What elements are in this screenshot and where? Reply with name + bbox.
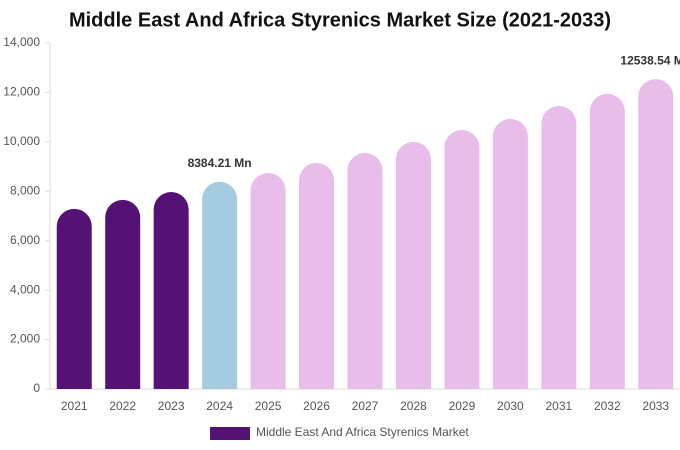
x-tick-label: 2027: [352, 399, 379, 413]
x-tick-label: 2021: [61, 399, 88, 413]
value-label: 8384.21 Mn: [188, 156, 252, 170]
legend-label: Middle East And Africa Styrenics Market: [256, 425, 469, 439]
bar: [444, 129, 480, 389]
y-tick-label: 6,000: [10, 233, 40, 247]
bar: [541, 106, 577, 390]
value-label: 12538.54 Mn: [620, 53, 680, 67]
bar: [56, 208, 92, 389]
bar: [492, 118, 528, 389]
chart-title: Middle East And Africa Styrenics Market …: [69, 9, 611, 31]
bar: [395, 141, 431, 389]
x-tick-label: 2030: [497, 399, 524, 413]
x-tick-label: 2033: [642, 399, 669, 413]
x-tick-label: 2024: [206, 399, 233, 413]
y-tick-label: 0: [33, 381, 40, 395]
x-tick-label: 2026: [303, 399, 330, 413]
x-tick-label: 2032: [594, 399, 621, 413]
bar: [250, 173, 286, 389]
bar: [299, 162, 335, 389]
x-tick-label: 2029: [449, 399, 476, 413]
bar: [202, 181, 238, 389]
x-tick-label: 2025: [255, 399, 282, 413]
y-tick-label: 12,000: [3, 85, 40, 99]
bar: [347, 152, 383, 389]
bar: [638, 79, 674, 389]
y-tick-label: 2,000: [10, 332, 40, 346]
y-tick-label: 10,000: [3, 134, 40, 148]
legend-swatch: [210, 427, 250, 440]
y-tick-label: 14,000: [3, 35, 40, 49]
x-tick-label: 2023: [158, 399, 185, 413]
x-tick-label: 2028: [400, 399, 427, 413]
y-tick-label: 8,000: [10, 183, 40, 197]
x-tick-label: 2031: [545, 399, 572, 413]
x-tick-label: 2022: [109, 399, 136, 413]
bar: [153, 192, 189, 389]
bar: [589, 93, 625, 389]
bar: [105, 199, 141, 389]
y-tick-label: 4,000: [10, 282, 40, 296]
